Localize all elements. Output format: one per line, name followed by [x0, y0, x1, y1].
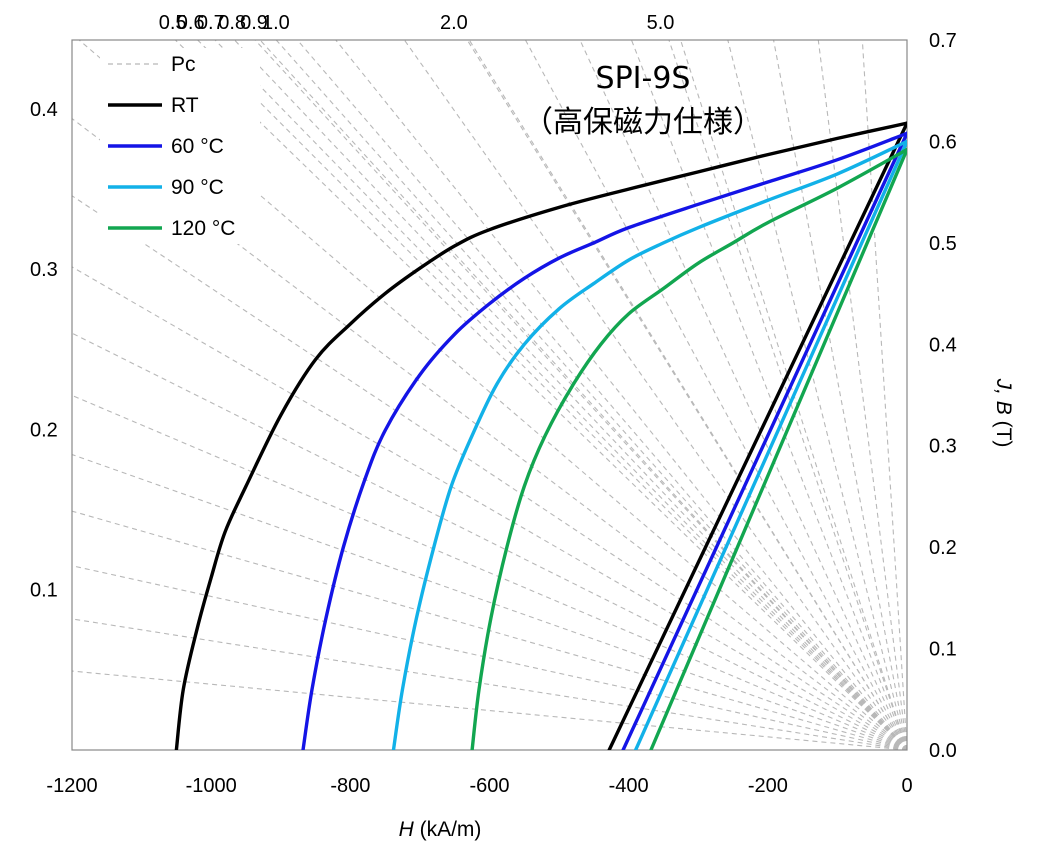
right-axis-label-symbol: J, B	[992, 378, 1015, 415]
pc-line-0.6	[214, 40, 907, 750]
curves	[174, 121, 907, 750]
x-tick-label: -400	[609, 775, 649, 797]
legend-label: Pc	[171, 53, 196, 76]
pc-helper-line	[72, 394, 907, 750]
curve-B-90C	[633, 139, 907, 750]
x-axis-label-symbol: H	[399, 818, 415, 841]
curve-J-60C	[301, 131, 907, 750]
right-tick-label: 0.0	[929, 740, 957, 762]
pc-helper-line	[579, 40, 907, 750]
left-tick-label: 0.2	[30, 419, 58, 441]
x-tick-label: -1200	[46, 775, 97, 797]
right-tick-label: 0.1	[929, 639, 957, 661]
curve-B-RT	[607, 121, 907, 750]
x-tick-label: -200	[748, 775, 788, 797]
curve-J-120C	[470, 147, 907, 750]
left-tick-label: 0.1	[30, 580, 58, 602]
right-tick-label: 0.5	[929, 233, 957, 255]
pc-helper-line	[72, 454, 907, 750]
permeance-lines	[72, 40, 907, 750]
left-tick-label: 0.4	[30, 99, 58, 121]
right-tick-label: 0.3	[929, 436, 957, 458]
x-axis-label: H (kA/m)	[399, 818, 482, 841]
x-tick-label: 0	[901, 775, 912, 797]
right-tick-label: 0.6	[929, 131, 957, 153]
pc-line-5	[668, 40, 907, 750]
curve-J-90C	[391, 139, 907, 750]
right-tick-label: 0.2	[929, 537, 957, 559]
pc-line-1	[296, 40, 907, 750]
right-tick-label: 0.4	[929, 334, 957, 356]
legend-label: RT	[171, 94, 199, 117]
pc-helper-line	[72, 618, 907, 750]
pc-helper-line	[403, 40, 907, 750]
right-tick-label: 0.7	[929, 30, 957, 52]
pc-helper-line	[861, 40, 907, 750]
pc-helper-line	[72, 266, 907, 750]
pc-tick-label: 0.8	[218, 12, 246, 34]
curve-J-RT	[174, 121, 907, 750]
pc-helper-line	[72, 118, 907, 750]
right-axis-label: J, B (T)	[992, 378, 1015, 448]
x-tick-label: -1000	[186, 775, 237, 797]
legend-label: 120 °C	[171, 217, 235, 240]
pc-helper-line	[72, 670, 907, 750]
left-tick-label: 0.3	[30, 259, 58, 281]
chart-subtitle: （高保磁力仕様）	[523, 105, 763, 140]
pc-tick-label: 0.9	[240, 12, 268, 34]
right-y-axis: 0.0 0.1 0.2 0.3 0.4 0.5 0.6 0.7	[929, 30, 957, 762]
left-y-axis: 0.1 0.2 0.3 0.4	[30, 99, 58, 602]
curve-B-60C	[621, 131, 907, 750]
pc-helper-line	[174, 40, 907, 750]
x-tick-label: -600	[469, 775, 509, 797]
legend: Pc RT 60 °C 90 °C 120 °C	[100, 48, 260, 244]
x-tick-label: -800	[330, 775, 370, 797]
x-axis: -1200 -1000 -800 -600 -400 -200 0	[46, 775, 912, 797]
curve-B-120C	[649, 147, 907, 750]
pc-tick-label: 1.0	[262, 12, 290, 34]
chart-title: SPI-9S	[596, 61, 691, 96]
pc-helper-line	[78, 40, 907, 750]
pc-line-0.8	[254, 40, 907, 750]
pc-helper-line	[466, 40, 907, 750]
top-axis-pc: 0.50.60.70.80.91.0 2.0 5.0	[159, 12, 675, 34]
pc-helper-line	[72, 332, 907, 750]
pc-helper-line	[259, 40, 907, 750]
pc-line-0.7	[234, 40, 907, 750]
legend-label: 60 °C	[171, 135, 224, 158]
legend-label: 90 °C	[171, 176, 224, 199]
x-axis-label-unit: (kA/m)	[414, 818, 482, 841]
plot-frame	[71, 39, 908, 751]
pc-tick-label: 5.0	[647, 12, 675, 34]
pc-tick-label: 0.5	[159, 12, 187, 34]
pc-tick-label: 0.6	[177, 12, 205, 34]
pc-helper-line	[72, 565, 907, 750]
right-axis-label-unit: (T)	[992, 415, 1015, 448]
pc-tick-label: 2.0	[440, 12, 468, 34]
pc-helper-line	[335, 40, 907, 750]
pc-helper-line	[630, 40, 907, 750]
pc-helper-line	[773, 40, 907, 750]
pc-tick-label: 0.7	[197, 12, 225, 34]
pc-helper-line	[817, 40, 907, 750]
